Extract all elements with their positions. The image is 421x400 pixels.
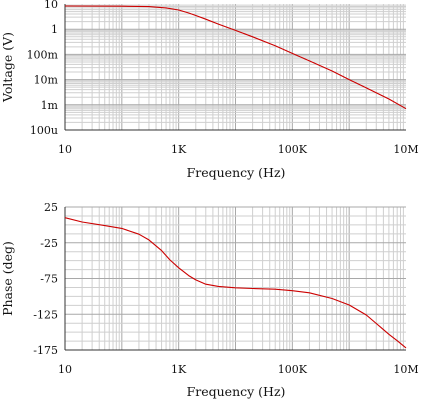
y-tick-label: 25 — [44, 201, 58, 214]
y-tick-label: -75 — [40, 273, 58, 286]
grid — [64, 206, 406, 351]
series-line-0 — [64, 217, 407, 349]
x-tick-label: 10 — [58, 143, 72, 156]
x-tick-label: 10 — [58, 363, 72, 376]
y-tick-label: -25 — [40, 237, 58, 250]
x-tick-label: 10M — [393, 363, 418, 376]
y-tick-label: 1m — [41, 99, 59, 112]
series-line-0 — [64, 5, 407, 110]
x-tick-label: 1K — [171, 143, 187, 156]
y-tick-label: 10m — [34, 74, 59, 87]
chart-1: 10 1K 100K 10M 25 -25 -75 -125 -175 Frequency (Hz… — [0, 201, 419, 399]
y-axis-title: Voltage (V) — [0, 32, 15, 103]
y-tick-label: 100m — [27, 48, 59, 61]
y-tick-label: -175 — [33, 344, 58, 357]
x-axis-title: Frequency (Hz) — [187, 384, 286, 399]
y-tick-label: -125 — [33, 308, 58, 321]
y-tick-label: 100u — [30, 124, 58, 137]
y-axis-title: Phase (deg) — [0, 241, 15, 316]
x-axis-title: Frequency (Hz) — [187, 165, 286, 180]
chart-0: 10 1K 100K 10M 10 1 100m 10m 1m 100u Frequency (Hz… — [0, 0, 419, 180]
y-tick-label: 1 — [51, 23, 58, 36]
x-tick-label: 100K — [278, 363, 308, 376]
x-tick-label: 10M — [393, 143, 418, 156]
y-tick-label: 10 — [44, 0, 58, 11]
grid — [64, 4, 406, 131]
x-tick-label: 100K — [278, 143, 308, 156]
x-tick-label: 1K — [171, 363, 187, 376]
